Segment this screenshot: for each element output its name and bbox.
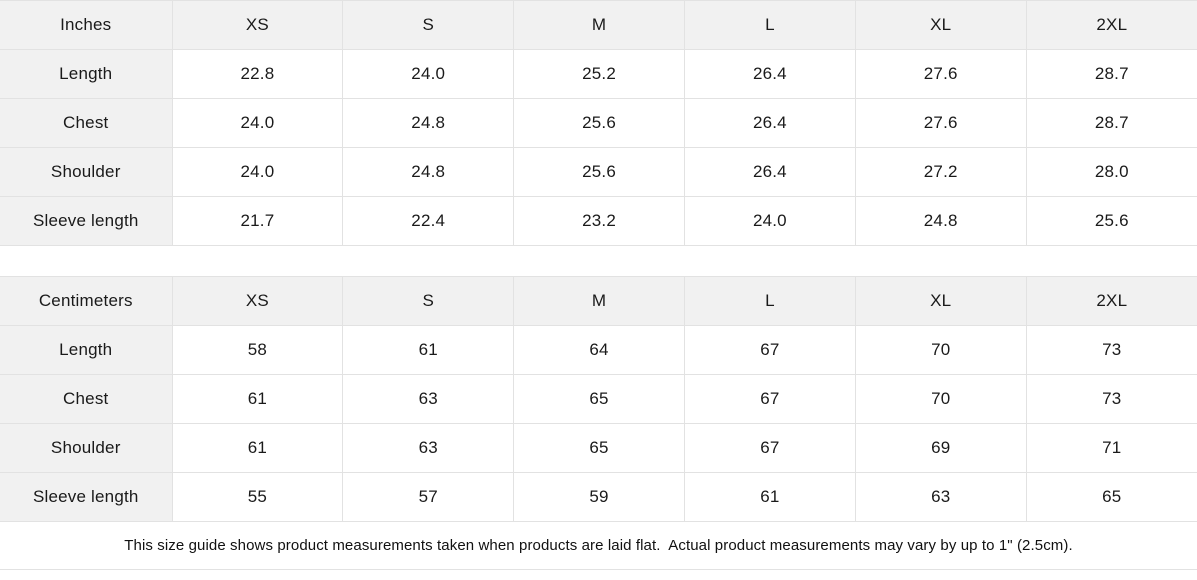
row-label-cell: Chest: [0, 98, 173, 148]
size-header-cell: S: [342, 276, 515, 326]
row-label-cell: Shoulder: [0, 423, 173, 473]
row-label-cell: Sleeve length: [0, 196, 173, 246]
value-cell: 67: [683, 325, 856, 375]
value-cell: 65: [513, 374, 685, 424]
size-guide-note: This size guide shows product measuremen…: [0, 522, 1197, 570]
value-cell: 65: [1025, 472, 1197, 522]
value-cell: 25.6: [513, 98, 685, 148]
value-cell: 73: [1025, 325, 1197, 375]
size-header-cell: 2XL: [1025, 276, 1197, 326]
value-cell: 64: [513, 325, 685, 375]
table-row: Sleeve length 55 57 59 61 63 65: [0, 472, 1197, 522]
value-cell: 24.0: [342, 49, 515, 99]
table-row: Length 58 61 64 67 70 73: [0, 325, 1197, 375]
size-header-cell: 2XL: [1025, 0, 1197, 50]
value-cell: 27.6: [854, 98, 1027, 148]
value-cell: 27.6: [854, 49, 1027, 99]
table-row: Chest 24.0 24.8 25.6 26.4 27.6 28.7: [0, 98, 1197, 148]
size-header-cell: XS: [171, 276, 344, 326]
table-row: Length 22.8 24.0 25.2 26.4 27.6 28.7: [0, 49, 1197, 99]
value-cell: 24.8: [342, 147, 515, 197]
value-cell: 55: [171, 472, 344, 522]
value-cell: 26.4: [683, 147, 856, 197]
value-cell: 61: [342, 325, 515, 375]
value-cell: 26.4: [683, 49, 856, 99]
row-label-cell: Length: [0, 49, 173, 99]
table-row: Chest 61 63 65 67 70 73: [0, 374, 1197, 424]
size-header-cell: M: [513, 276, 685, 326]
value-cell: 21.7: [171, 196, 344, 246]
value-cell: 28.0: [1025, 147, 1197, 197]
table-row: Sleeve length 21.7 22.4 23.2 24.0 24.8 2…: [0, 196, 1197, 246]
size-header-cell: XS: [171, 0, 344, 50]
value-cell: 28.7: [1025, 98, 1197, 148]
size-header-cell: L: [683, 0, 856, 50]
value-cell: 57: [342, 472, 515, 522]
value-cell: 25.2: [513, 49, 685, 99]
value-cell: 73: [1025, 374, 1197, 424]
size-header-cell: XL: [854, 276, 1027, 326]
value-cell: 26.4: [683, 98, 856, 148]
value-cell: 63: [342, 423, 515, 473]
value-cell: 69: [854, 423, 1027, 473]
value-cell: 71: [1025, 423, 1197, 473]
size-header-cell: S: [342, 0, 515, 50]
value-cell: 24.0: [171, 147, 344, 197]
row-label-cell: Shoulder: [0, 147, 173, 197]
unit-header-cell: Centimeters: [0, 276, 173, 326]
value-cell: 24.8: [342, 98, 515, 148]
value-cell: 70: [854, 325, 1027, 375]
value-cell: 63: [342, 374, 515, 424]
size-table-inches: Inches XS S M L XL 2XL Length 22.8 24.0 …: [0, 0, 1197, 246]
row-label-cell: Length: [0, 325, 173, 375]
value-cell: 67: [683, 423, 856, 473]
value-cell: 58: [171, 325, 344, 375]
row-label-cell: Chest: [0, 374, 173, 424]
value-cell: 22.4: [342, 196, 515, 246]
value-cell: 25.6: [1025, 196, 1197, 246]
table-row: Shoulder 24.0 24.8 25.6 26.4 27.2 28.0: [0, 147, 1197, 197]
size-header-cell: L: [683, 276, 856, 326]
value-cell: 23.2: [513, 196, 685, 246]
value-cell: 22.8: [171, 49, 344, 99]
value-cell: 65: [513, 423, 685, 473]
size-header-cell: XL: [854, 0, 1027, 50]
value-cell: 61: [171, 374, 344, 424]
table-row: Shoulder 61 63 65 67 69 71: [0, 423, 1197, 473]
value-cell: 61: [683, 472, 856, 522]
value-cell: 67: [683, 374, 856, 424]
table-header-row: Centimeters XS S M L XL 2XL: [0, 276, 1197, 326]
size-table-centimeters: Centimeters XS S M L XL 2XL Length 58 61…: [0, 276, 1197, 522]
value-cell: 63: [854, 472, 1027, 522]
value-cell: 24.0: [683, 196, 856, 246]
value-cell: 25.6: [513, 147, 685, 197]
value-cell: 24.0: [171, 98, 344, 148]
value-cell: 59: [513, 472, 685, 522]
unit-header-cell: Inches: [0, 0, 173, 50]
value-cell: 28.7: [1025, 49, 1197, 99]
value-cell: 24.8: [854, 196, 1027, 246]
table-gap-spacer: [0, 246, 1197, 276]
value-cell: 27.2: [854, 147, 1027, 197]
value-cell: 70: [854, 374, 1027, 424]
value-cell: 61: [171, 423, 344, 473]
table-header-row: Inches XS S M L XL 2XL: [0, 0, 1197, 50]
row-label-cell: Sleeve length: [0, 472, 173, 522]
size-header-cell: M: [513, 0, 685, 50]
